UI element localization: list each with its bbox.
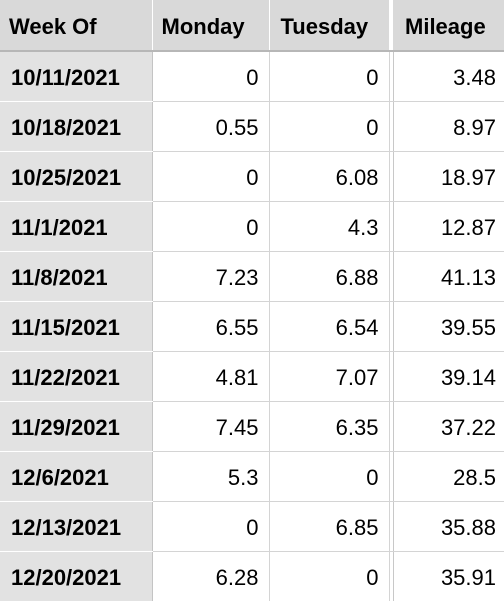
cell-mileage[interactable]: 28.5 [393,451,504,502]
table-row: 12/6/2021 5.3 0 28.5 [0,451,504,502]
cell-monday[interactable]: 7.23 [152,251,270,302]
cell-mileage[interactable]: 37.22 [393,401,504,452]
column-separator [388,451,394,502]
column-header-week-of[interactable]: Week Of [0,0,153,52]
cell-mileage[interactable]: 39.55 [393,301,504,352]
cell-tuesday[interactable]: 6.85 [269,501,390,552]
cell-mileage[interactable]: 35.91 [393,551,504,601]
cell-monday[interactable]: 0 [152,501,270,552]
cell-week-of[interactable]: 10/11/2021 [0,51,153,102]
column-separator [388,351,394,402]
cell-week-of[interactable]: 11/8/2021 [0,251,153,302]
cell-week-of[interactable]: 12/13/2021 [0,501,153,552]
cell-week-of[interactable]: 11/22/2021 [0,351,153,402]
cell-tuesday[interactable]: 4.3 [269,201,390,252]
table-row: 10/25/2021 0 6.08 18.97 [0,151,504,202]
cell-tuesday[interactable]: 0 [269,551,390,601]
column-header-tuesday[interactable]: Tuesday [269,0,390,52]
cell-mileage[interactable]: 3.48 [393,51,504,102]
cell-mileage[interactable]: 18.97 [393,151,504,202]
column-separator [388,501,394,552]
cell-monday[interactable]: 4.81 [152,351,270,402]
cell-tuesday[interactable]: 0 [269,451,390,502]
column-separator [388,201,394,252]
cell-mileage[interactable]: 35.88 [393,501,504,552]
column-separator [388,101,394,152]
cell-tuesday[interactable]: 6.08 [269,151,390,202]
table-body: 10/11/2021 0 0 3.48 10/18/2021 0.55 0 8.97 10/25… [0,51,504,601]
cell-mileage[interactable]: 8.97 [393,101,504,152]
column-separator [388,251,394,302]
cell-monday[interactable]: 7.45 [152,401,270,452]
table-row: 11/1/2021 0 4.3 12.87 [0,201,504,252]
table-row: 12/13/2021 0 6.85 35.88 [0,501,504,552]
table-row: 10/18/2021 0.55 0 8.97 [0,101,504,152]
cell-week-of[interactable]: 10/18/2021 [0,101,153,152]
column-separator [388,301,394,352]
cell-tuesday[interactable]: 6.88 [269,251,390,302]
table-row: 12/20/2021 6.28 0 35.91 [0,551,504,601]
table-row: 11/22/2021 4.81 7.07 39.14 [0,351,504,402]
header-row: Week Of Monday Tuesday Mileage [0,0,504,52]
cell-mileage[interactable]: 12.87 [393,201,504,252]
table-row: 11/29/2021 7.45 6.35 37.22 [0,401,504,452]
cell-tuesday[interactable]: 6.35 [269,401,390,452]
cell-week-of[interactable]: 11/1/2021 [0,201,153,252]
table-row: 10/11/2021 0 0 3.48 [0,51,504,102]
cell-monday[interactable]: 6.55 [152,301,270,352]
cell-monday[interactable]: 5.3 [152,451,270,502]
table-row: 11/8/2021 7.23 6.88 41.13 [0,251,504,302]
cell-week-of[interactable]: 12/20/2021 [0,551,153,601]
column-header-mileage[interactable]: Mileage [393,0,504,52]
cell-monday[interactable]: 0 [152,151,270,202]
cell-week-of[interactable]: 11/15/2021 [0,301,153,352]
cell-tuesday[interactable]: 6.54 [269,301,390,352]
column-separator [388,0,393,52]
cell-week-of[interactable]: 12/6/2021 [0,451,153,502]
column-separator [388,51,394,102]
cell-monday[interactable]: 6.28 [152,551,270,601]
column-header-monday[interactable]: Monday [152,0,270,52]
cell-week-of[interactable]: 11/29/2021 [0,401,153,452]
cell-tuesday[interactable]: 0 [269,101,390,152]
column-separator [388,401,394,452]
cell-tuesday[interactable]: 7.07 [269,351,390,402]
column-separator [388,151,394,202]
table-row: 11/15/2021 6.55 6.54 39.55 [0,301,504,352]
cell-mileage[interactable]: 41.13 [393,251,504,302]
cell-tuesday[interactable]: 0 [269,51,390,102]
cell-monday[interactable]: 0.55 [152,101,270,152]
cell-monday[interactable]: 0 [152,51,270,102]
cell-mileage[interactable]: 39.14 [393,351,504,402]
cell-monday[interactable]: 0 [152,201,270,252]
cell-week-of[interactable]: 10/25/2021 [0,151,153,202]
